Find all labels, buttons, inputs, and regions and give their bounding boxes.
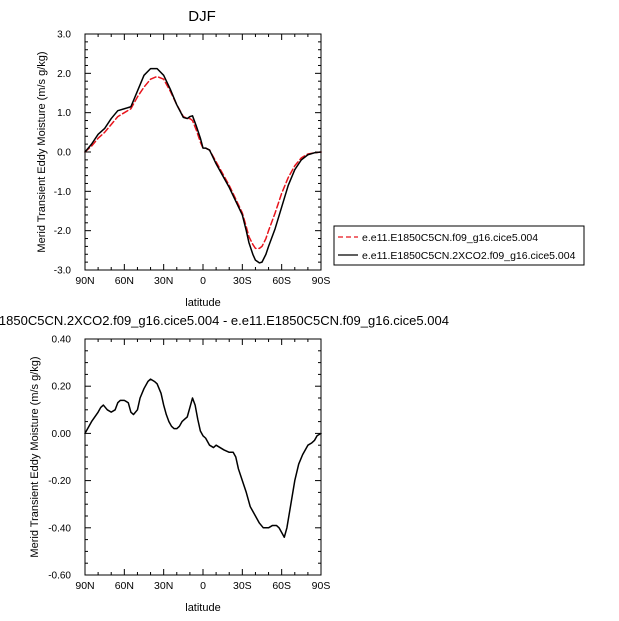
bottom-y-axis-label: Merid Transient Eddy Moisture (m/s g/kg) bbox=[29, 356, 41, 557]
top-series-line-0 bbox=[84, 75, 322, 250]
bottom-x-tick-label: 30N bbox=[154, 580, 173, 592]
top-panel-title: DJF bbox=[188, 8, 216, 25]
top-x-tick-label: 30N bbox=[154, 275, 173, 287]
top-x-tick-label: 90S bbox=[312, 275, 331, 287]
bottom-y-tick-label: 0.20 bbox=[52, 382, 72, 393]
top-y-tick-label: -3.0 bbox=[54, 266, 72, 277]
top-plot-frame bbox=[84, 33, 322, 271]
legend-label-control: e.e11.E1850C5CN.f09_g16.cice5.004 bbox=[362, 232, 538, 244]
bottom-series-line-0 bbox=[84, 378, 322, 538]
bottom-x-axis: 90N 60N 30N 0 30S 60S 90S bbox=[75, 339, 330, 592]
bottom-y-axis: -0.60 -0.40 -0.20 0.00 0.20 0.40 bbox=[48, 335, 321, 582]
bottom-panel: e.e11.E1850C5CN.2XCO2.f09_g16.cice5.004 … bbox=[0, 313, 449, 614]
bottom-x-tick-label: 90N bbox=[75, 580, 94, 592]
bottom-y-tick-label: 0.40 bbox=[52, 335, 72, 346]
bottom-x-axis-label: latitude bbox=[185, 602, 220, 614]
bottom-x-tick-label: 60N bbox=[115, 580, 134, 592]
bottom-panel-title: e.e11.E1850C5CN.2XCO2.f09_g16.cice5.004 … bbox=[0, 313, 449, 328]
top-x-tick-label: 90N bbox=[75, 275, 94, 287]
top-y-tick-label: 1.0 bbox=[57, 108, 71, 119]
top-y-tick-label: -2.0 bbox=[54, 226, 72, 237]
top-x-tick-label: 60N bbox=[115, 275, 134, 287]
bottom-y-tick-label: 0.00 bbox=[52, 429, 72, 440]
top-series-group bbox=[84, 67, 322, 264]
bottom-plot-frame bbox=[84, 338, 322, 576]
top-panel: DJF 90N 60N 30N 0 30S 60S 90S -3.0 -2.0 -1.0 0.0 1… bbox=[36, 8, 585, 309]
legend: e.e11.E1850C5CN.f09_g16.cice5.004 e.e11.… bbox=[333, 225, 585, 266]
bottom-x-tick-label: 60S bbox=[272, 580, 291, 592]
bottom-x-tick-label: 30S bbox=[233, 580, 252, 592]
top-series-line-1 bbox=[84, 67, 322, 264]
legend-box bbox=[333, 225, 585, 266]
top-y-axis-label: Merid Transient Eddy Moisture (m/s g/kg) bbox=[36, 51, 48, 252]
bottom-series-group bbox=[84, 378, 322, 538]
top-y-tick-label: -1.0 bbox=[54, 187, 72, 198]
top-x-axis-label: latitude bbox=[185, 297, 220, 309]
top-x-tick-label: 0 bbox=[200, 275, 206, 287]
top-y-tick-label: 3.0 bbox=[57, 30, 71, 41]
bottom-y-tick-label: -0.40 bbox=[48, 523, 71, 534]
top-x-tick-label: 60S bbox=[272, 275, 291, 287]
top-x-tick-label: 30S bbox=[233, 275, 252, 287]
bottom-y-tick-label: -0.60 bbox=[48, 571, 71, 582]
legend-label-2xco2: e.e11.E1850C5CN.2XCO2.f09_g16.cice5.004 bbox=[362, 250, 576, 262]
top-x-axis: 90N 60N 30N 0 30S 60S 90S bbox=[75, 34, 330, 287]
top-y-tick-label: 2.0 bbox=[57, 69, 71, 80]
bottom-y-tick-label: -0.20 bbox=[48, 476, 71, 487]
bottom-x-tick-label: 0 bbox=[200, 580, 206, 592]
bottom-x-tick-label: 90S bbox=[312, 580, 331, 592]
top-y-axis: -3.0 -2.0 -1.0 0.0 1.0 2.0 3.0 bbox=[54, 30, 321, 277]
top-y-tick-label: 0.0 bbox=[57, 148, 71, 159]
